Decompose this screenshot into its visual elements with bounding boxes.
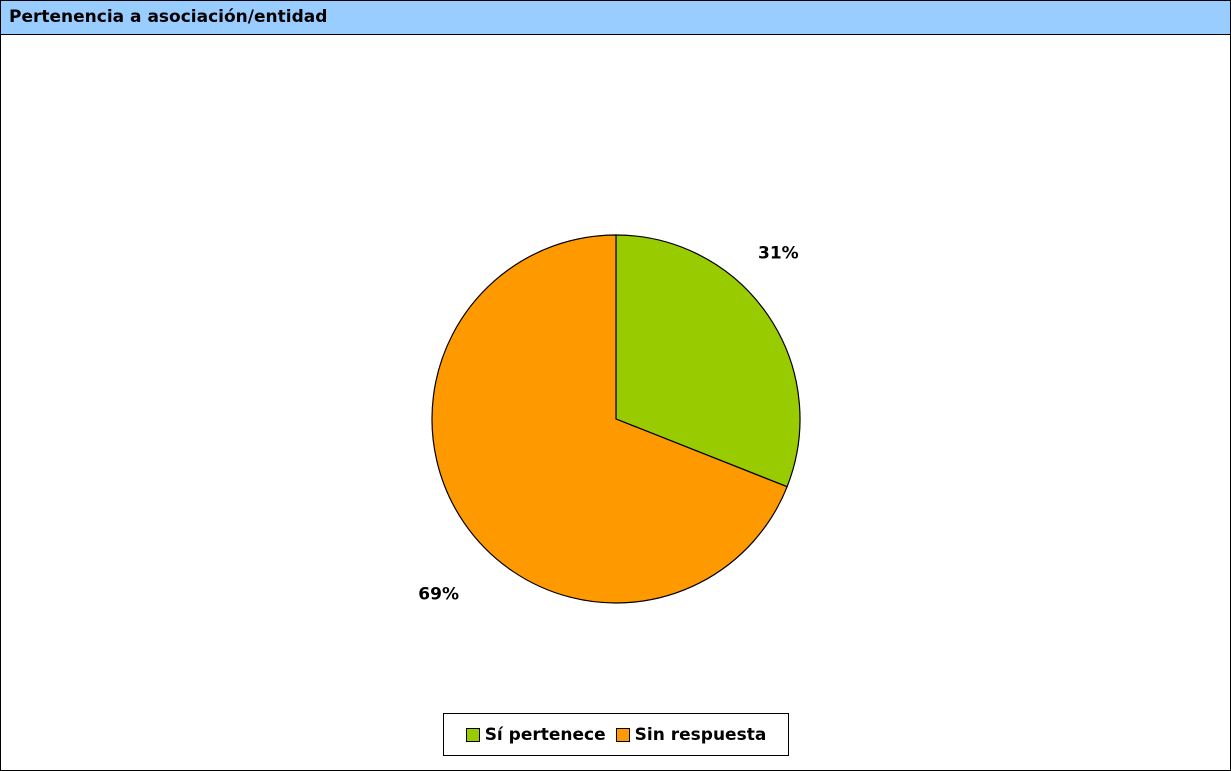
legend-swatch-sin-respuesta xyxy=(615,727,630,742)
pie-slices xyxy=(431,234,801,604)
legend-item-sin-respuesta: Sin respuesta xyxy=(615,724,767,745)
legend-label-si-pertenece: Sí pertenece xyxy=(484,724,606,745)
pie-labels: 31% 69% xyxy=(418,244,798,605)
chart-title: Pertenencia a asociación/entidad xyxy=(9,7,328,27)
pie-label-si-pertenece: 31% xyxy=(758,244,799,264)
pie-slice-si-pertenece xyxy=(615,234,801,488)
legend-swatch-si-pertenece xyxy=(465,727,480,742)
chart-legend: Sí pertenece Sin respuesta xyxy=(443,713,789,756)
legend-item-si-pertenece: Sí pertenece xyxy=(465,724,606,745)
legend-label-sin-respuesta: Sin respuesta xyxy=(634,724,767,745)
chart-header: Pertenencia a asociación/entidad xyxy=(1,1,1230,35)
pie-label-sin-respuesta: 69% xyxy=(418,584,459,604)
pie-slice-sin-respuesta xyxy=(431,234,788,604)
